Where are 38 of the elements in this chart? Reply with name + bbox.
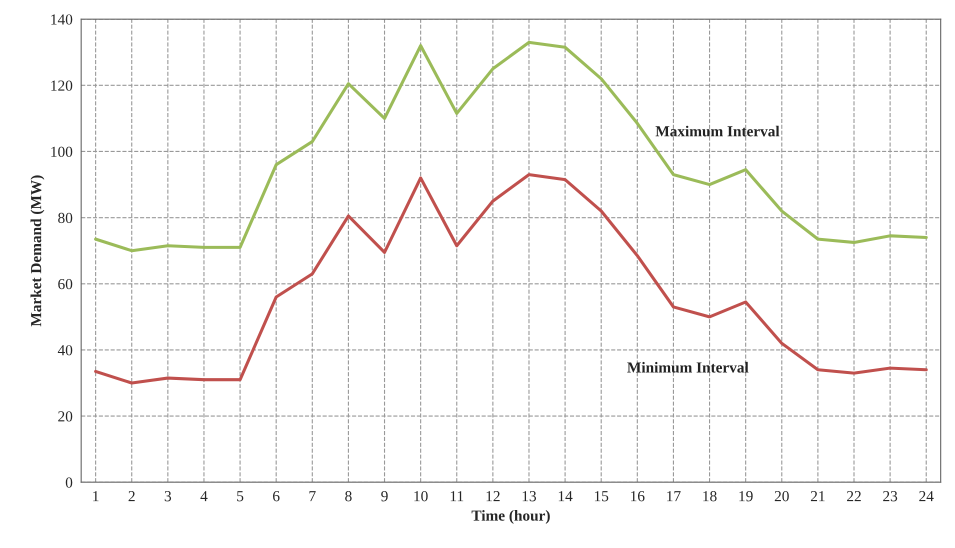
x-tick-label: 6 — [273, 491, 280, 502]
x-tick-label: 11 — [450, 491, 464, 502]
x-tick-label: 4 — [200, 491, 208, 502]
x-tick-label: 17 — [667, 491, 681, 502]
x-tick-label: 18 — [703, 491, 717, 502]
series-label: Maximum Interval — [656, 126, 780, 136]
x-tick-label: 13 — [522, 491, 536, 502]
x-tick-label: 16 — [631, 491, 645, 502]
x-tick-label: 1 — [93, 491, 99, 502]
text: Minimum Interval — [627, 362, 748, 373]
x-tick-label: 23 — [883, 491, 898, 502]
x-tick-label: 24 — [919, 491, 934, 502]
line-series — [94, 173, 928, 385]
x-tick-label: 8 — [345, 491, 352, 502]
x-tick-label: 21 — [810, 491, 825, 502]
y-tick-label: 120 — [51, 80, 72, 91]
y-tick-label: 0 — [66, 477, 72, 488]
y-axis-title: Market Demand (MW) — [30, 175, 44, 326]
line-series — [94, 40, 928, 252]
x-tick-label: 3 — [164, 491, 172, 502]
x-tick-label: 15 — [594, 491, 608, 502]
x-tick-label: 14 — [558, 491, 572, 502]
x-tick-label: 9 — [381, 491, 388, 502]
x-tick-label: 19 — [739, 491, 753, 502]
x-tick-label: 22 — [847, 491, 861, 502]
y-tick-label: 80 — [58, 212, 72, 224]
y-tick-label: 140 — [51, 14, 72, 25]
x-tick-label: 10 — [414, 491, 428, 502]
y-tick-label: 40 — [58, 345, 72, 356]
x-axis-title: Time (hour) — [472, 510, 550, 524]
x-tick-label: 5 — [237, 491, 244, 502]
x-tick-label: 7 — [309, 491, 316, 502]
x-tick-label: 20 — [774, 491, 789, 502]
y-tick-label: 20 — [58, 411, 72, 422]
x-tick-label: 2 — [128, 491, 135, 502]
x-tick-label: 12 — [486, 491, 500, 502]
y-tick-label: 60 — [58, 278, 72, 290]
y-tick-label: 100 — [51, 146, 72, 157]
